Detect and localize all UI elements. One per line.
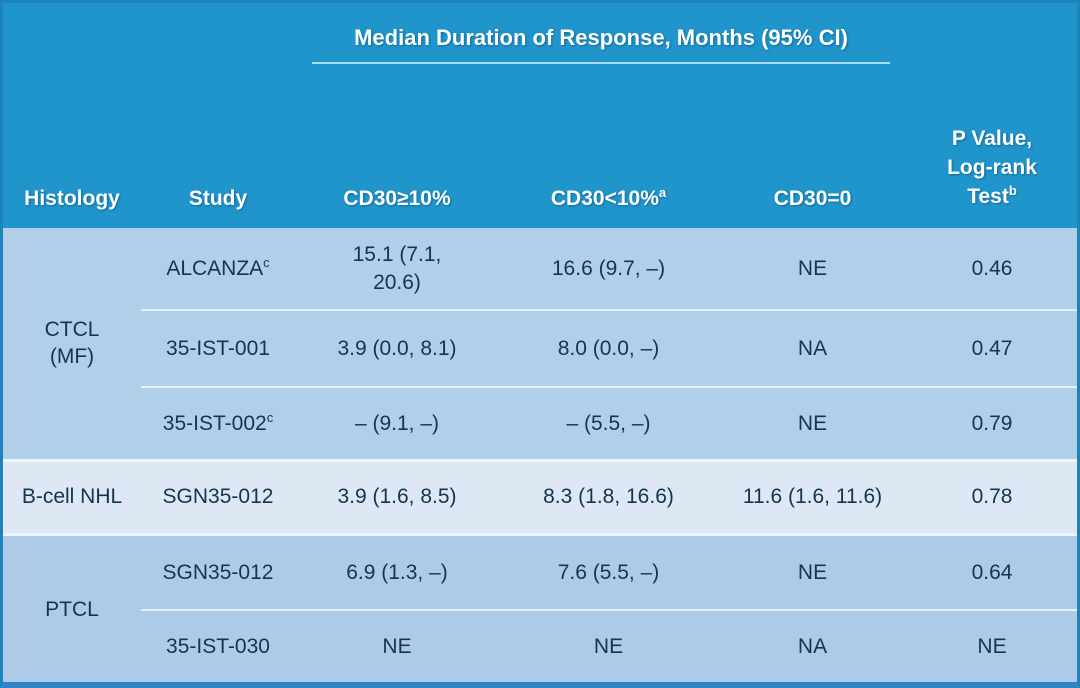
column-header-study: Study <box>141 83 295 228</box>
cd30-lt10-cell: NE <box>499 609 718 682</box>
histology-cell-ctcl: CTCL (MF) <box>3 228 141 460</box>
table-row-sgn35-012-ptcl: PTCL SGN35-012 6.9 (1.3, –) 7.6 (5.5, –)… <box>3 532 1077 682</box>
pvalue-cell: 0.79 <box>907 386 1077 460</box>
table-header: Median Duration of Response, Months (95%… <box>3 3 1077 228</box>
cd30-ge10-cell: 15.1 (7.1, 20.6) <box>295 228 499 310</box>
spanner-title: Median Duration of Response, Months (95%… <box>354 25 848 50</box>
table-row-35-ist-002: 35-IST-002c – (9.1, –) – (5.5, –) NE 0.7… <box>3 386 1077 460</box>
data-table: Median Duration of Response, Months (95%… <box>3 3 1077 682</box>
study-cell: SGN35-012 <box>141 458 295 534</box>
column-header-pvalue: P Value, Log-rank Testb <box>907 3 1077 228</box>
cd30-lt10-cell: 16.6 (9.7, –) <box>499 228 718 310</box>
cd30-eq0-cell: 11.6 (1.6, 11.6) <box>718 458 908 534</box>
cd30-eq0-cell: NA <box>718 609 908 682</box>
table-body: CTCL (MF) ALCANZAc 15.1 (7.1, 20.6) 16.6… <box>3 228 1077 682</box>
pvalue-cell: 0.64 <box>907 532 1077 610</box>
cd30-ge10-cell: 3.9 (1.6, 8.5) <box>295 458 499 534</box>
pvalue-cell: 0.78 <box>907 458 1077 534</box>
pvalue-cell: 0.46 <box>907 228 1077 310</box>
pvalue-cell: NE <box>907 609 1077 682</box>
column-header-cd30-eq0: CD30=0 <box>718 83 908 228</box>
cd30-ge10-cell: NE <box>295 609 499 682</box>
column-header-row: Histology Study CD30≥10% CD30<10%a CD30=… <box>3 83 1077 228</box>
footnote-marker-c: c <box>266 409 274 425</box>
table-row-sgn35-012-bcell: B-cell NHL SGN35-012 3.9 (1.6, 8.5) 8.3 … <box>3 458 1077 534</box>
column-header-cd30-lt10: CD30<10%a <box>499 83 718 228</box>
cd30-ge10-cell: 6.9 (1.3, –) <box>295 532 499 610</box>
cd30-eq0-cell: NA <box>718 309 908 387</box>
column-header-cd30-ge10: CD30≥10% <box>295 83 499 228</box>
footnote-marker-a: a <box>658 184 667 200</box>
cd30-eq0-cell: NE <box>718 386 908 460</box>
study-cell: 35-IST-030 <box>141 609 295 682</box>
histology-cell-ptcl: PTCL <box>3 532 141 682</box>
footnote-marker-b: b <box>1008 183 1017 199</box>
cd30-eq0-cell: NE <box>718 532 908 610</box>
table-row-35-ist-030: 35-IST-030 NE NE NA NE <box>3 609 1077 682</box>
study-cell: 35-IST-002c <box>141 386 295 460</box>
study-cell: 35-IST-001 <box>141 309 295 387</box>
spanner-row: Median Duration of Response, Months (95%… <box>3 3 1077 228</box>
spanner-title-cell: Median Duration of Response, Months (95%… <box>295 3 908 83</box>
cd30-lt10-cell: 8.0 (0.0, –) <box>499 309 718 387</box>
table-row-35-ist-001: 35-IST-001 3.9 (0.0, 8.1) 8.0 (0.0, –) N… <box>3 309 1077 387</box>
study-cell: ALCANZAc <box>141 228 295 310</box>
cd30-lt10-cell: – (5.5, –) <box>499 386 718 460</box>
spanner-underline <box>312 62 891 64</box>
cd30-ge10-cell: – (9.1, –) <box>295 386 499 460</box>
table-row-alcanza: CTCL (MF) ALCANZAc 15.1 (7.1, 20.6) 16.6… <box>3 228 1077 460</box>
header-spacer <box>3 3 295 83</box>
cd30-eq0-cell: NE <box>718 228 908 310</box>
histology-cell-bcell-nhl: B-cell NHL <box>3 458 141 534</box>
pvalue-cell: 0.47 <box>907 309 1077 387</box>
cd30-lt10-cell: 7.6 (5.5, –) <box>499 532 718 610</box>
study-cell: SGN35-012 <box>141 532 295 610</box>
column-header-histology: Histology <box>3 83 141 228</box>
footnote-marker-c: c <box>263 254 270 270</box>
cd30-lt10-cell: 8.3 (1.8, 16.6) <box>499 458 718 534</box>
cd30-ge10-cell: 3.9 (0.0, 8.1) <box>295 309 499 387</box>
